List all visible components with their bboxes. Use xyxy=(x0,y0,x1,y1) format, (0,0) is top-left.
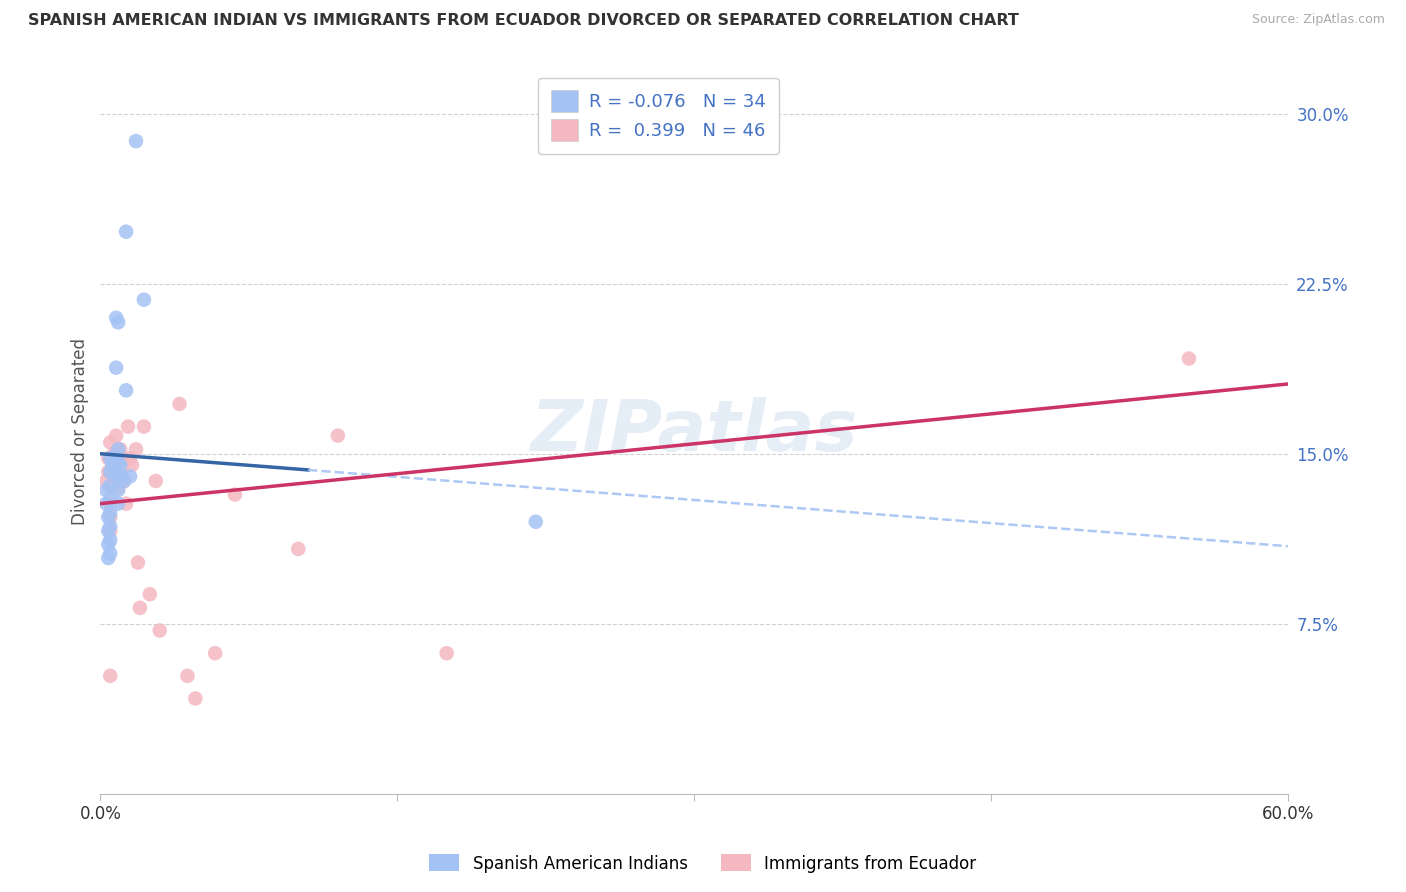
Point xyxy=(96,474,118,488)
Text: SPANISH AMERICAN INDIAN VS IMMIGRANTS FROM ECUADOR DIVORCED OR SEPARATED CORRELA: SPANISH AMERICAN INDIAN VS IMMIGRANTS FR… xyxy=(28,13,1019,29)
Y-axis label: Divorced or Separated: Divorced or Separated xyxy=(72,337,89,524)
Point xyxy=(108,451,131,466)
Point xyxy=(111,469,134,483)
Point xyxy=(1178,351,1201,366)
Point xyxy=(101,451,124,466)
Point xyxy=(98,465,121,479)
Point xyxy=(125,134,148,148)
Point xyxy=(326,428,349,442)
Point xyxy=(97,465,120,479)
Point xyxy=(224,487,246,501)
Point xyxy=(105,310,128,325)
Point xyxy=(149,624,172,638)
Point xyxy=(98,533,121,547)
Point xyxy=(98,451,121,466)
Point xyxy=(107,458,129,472)
Point xyxy=(105,360,128,375)
Point xyxy=(287,541,309,556)
Point xyxy=(97,537,120,551)
Point xyxy=(98,519,121,533)
Point xyxy=(98,435,121,450)
Point xyxy=(97,524,120,538)
Point xyxy=(107,469,129,483)
Point xyxy=(97,551,120,566)
Point xyxy=(118,469,141,483)
Point xyxy=(112,451,135,466)
Point xyxy=(112,474,135,488)
Point xyxy=(97,451,120,466)
Point xyxy=(107,497,129,511)
Point xyxy=(117,419,139,434)
Point xyxy=(129,600,152,615)
Point xyxy=(125,442,148,457)
Point xyxy=(107,481,129,495)
Point xyxy=(108,442,131,457)
Text: Source: ZipAtlas.com: Source: ZipAtlas.com xyxy=(1251,13,1385,27)
Point xyxy=(98,465,121,479)
Point xyxy=(105,428,128,442)
Point xyxy=(108,474,131,488)
Point xyxy=(132,293,155,307)
Legend: R = -0.076   N = 34, R =  0.399   N = 46: R = -0.076 N = 34, R = 0.399 N = 46 xyxy=(538,78,779,154)
Point xyxy=(98,546,121,560)
Point xyxy=(204,646,226,660)
Point xyxy=(101,458,124,472)
Point xyxy=(145,474,167,488)
Point xyxy=(103,465,125,479)
Point xyxy=(436,646,458,660)
Point xyxy=(132,419,155,434)
Point xyxy=(98,481,121,495)
Point xyxy=(121,458,143,472)
Point xyxy=(107,315,129,329)
Point xyxy=(112,474,135,488)
Point xyxy=(105,465,128,479)
Point xyxy=(139,587,162,601)
Point xyxy=(103,451,125,466)
Point xyxy=(107,456,129,470)
Point xyxy=(97,510,120,524)
Point xyxy=(98,497,121,511)
Point xyxy=(115,497,138,511)
Point xyxy=(169,397,191,411)
Point xyxy=(118,451,141,466)
Point xyxy=(108,458,131,472)
Text: ZIPatlas: ZIPatlas xyxy=(530,397,858,466)
Point xyxy=(107,442,129,457)
Point xyxy=(115,384,138,398)
Point xyxy=(98,506,121,520)
Point xyxy=(127,556,149,570)
Point xyxy=(98,451,121,466)
Point xyxy=(96,483,118,497)
Legend: Spanish American Indians, Immigrants from Ecuador: Spanish American Indians, Immigrants fro… xyxy=(423,847,983,880)
Point xyxy=(107,483,129,497)
Point xyxy=(96,497,118,511)
Point xyxy=(103,447,125,461)
Point xyxy=(98,478,121,492)
Point xyxy=(98,669,121,683)
Point xyxy=(98,492,121,507)
Point xyxy=(107,447,129,461)
Point xyxy=(176,669,198,683)
Point xyxy=(111,465,134,479)
Point xyxy=(524,515,547,529)
Point xyxy=(98,465,121,479)
Point xyxy=(98,524,121,538)
Point xyxy=(184,691,207,706)
Point xyxy=(115,225,138,239)
Point xyxy=(107,469,129,483)
Point xyxy=(98,510,121,524)
